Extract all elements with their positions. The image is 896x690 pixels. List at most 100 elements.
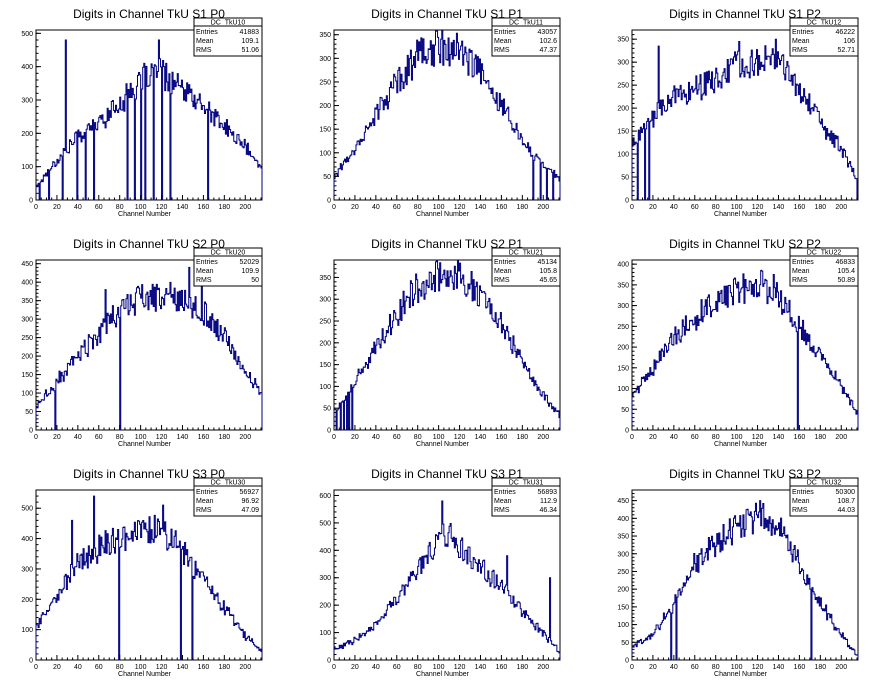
stats-value-mean: 112.9 <box>540 498 557 505</box>
y-tick-label: 50 <box>621 175 629 182</box>
stats-label-rms: RMS <box>196 277 212 284</box>
x-tick-label: 120 <box>454 434 466 441</box>
stats-value-rms: 50.89 <box>837 277 855 284</box>
x-tick-label: 180 <box>814 434 826 441</box>
x-tick-label: 80 <box>116 434 124 441</box>
x-tick-label: 200 <box>239 664 251 671</box>
x-tick-label: 100 <box>433 434 445 441</box>
x-tick-label: 180 <box>516 434 528 441</box>
stats-value-rms: 46.34 <box>539 507 557 514</box>
x-axis-label: Channel Number <box>118 441 172 448</box>
x-tick-label: 200 <box>835 664 847 671</box>
stats-value-rms: 50 <box>251 277 259 284</box>
y-tick-label: 250 <box>617 569 629 576</box>
x-tick-label: 80 <box>414 204 422 211</box>
y-tick-label: 100 <box>617 152 629 159</box>
y-tick-label: 50 <box>323 406 331 413</box>
y-tick-label: 350 <box>617 37 629 44</box>
y-tick-label: 100 <box>617 386 629 393</box>
x-tick-label: 200 <box>537 204 549 211</box>
histogram-line <box>631 38 858 201</box>
stats-label-mean: Mean <box>494 268 512 275</box>
x-tick-label: 80 <box>414 664 422 671</box>
y-tick-label: 250 <box>617 324 629 331</box>
x-tick-label: 40 <box>372 664 380 671</box>
x-tick-label: 120 <box>752 664 764 671</box>
y-tick-label: 200 <box>21 354 33 361</box>
x-tick-label: 120 <box>752 434 764 441</box>
x-tick-label: 100 <box>731 664 743 671</box>
stats-value-rms: 52.71 <box>837 47 855 54</box>
x-tick-label: 120 <box>156 204 168 211</box>
x-tick-label: 20 <box>351 204 359 211</box>
stats-label-rms: RMS <box>196 47 212 54</box>
stats-value-rms: 47.37 <box>539 47 557 54</box>
stats-label-rms: RMS <box>792 47 808 54</box>
y-tick-label: 100 <box>21 391 33 398</box>
x-tick-label: 160 <box>496 664 508 671</box>
chart-title: Digits in Channel TkU S1 P0 <box>73 7 225 21</box>
x-tick-label: 0 <box>630 204 634 211</box>
y-tick-label: 600 <box>319 493 331 500</box>
x-tick-label: 140 <box>177 664 189 671</box>
y-tick-label: 250 <box>319 319 331 326</box>
x-tick-label: 80 <box>712 434 720 441</box>
y-tick-label: 300 <box>617 303 629 310</box>
y-tick-label: 350 <box>617 534 629 541</box>
stats-box <box>193 247 263 287</box>
x-tick-label: 60 <box>691 204 699 211</box>
y-tick-label: 500 <box>21 31 33 38</box>
stats-name: DC_TkU30 <box>211 480 246 487</box>
x-tick-label: 0 <box>630 664 634 671</box>
x-tick-label: 100 <box>731 204 743 211</box>
x-tick-label: 40 <box>74 664 82 671</box>
stats-box <box>491 247 561 287</box>
stats-value-mean: 102.6 <box>539 38 557 45</box>
y-tick-label: 100 <box>319 630 331 637</box>
x-tick-label: 80 <box>414 434 422 441</box>
x-tick-label: 60 <box>95 204 103 211</box>
x-tick-label: 200 <box>835 434 847 441</box>
x-tick-label: 20 <box>649 664 657 671</box>
x-tick-label: 60 <box>95 664 103 671</box>
x-axis-label: Channel Number <box>714 671 768 678</box>
histogram-panel: Digits in Channel TkU S3 P2 0 20 40 60 80 100 1… <box>617 467 859 678</box>
x-tick-label: 180 <box>516 664 528 671</box>
x-tick-label: 0 <box>34 664 38 671</box>
stats-label-entries: Entries <box>792 29 814 36</box>
stats-label-entries: Entries <box>792 489 814 496</box>
y-tick-label: 250 <box>21 335 33 342</box>
x-tick-label: 60 <box>393 204 401 211</box>
x-tick-label: 60 <box>95 434 103 441</box>
y-tick-label: 400 <box>21 64 33 71</box>
x-tick-label: 40 <box>670 664 678 671</box>
histogram-line <box>631 500 859 661</box>
y-tick-label: 0 <box>327 658 331 665</box>
stats-label-mean: Mean <box>196 268 214 275</box>
y-tick-label: 300 <box>21 317 33 324</box>
x-tick-label: 160 <box>794 204 806 211</box>
stats-box <box>491 17 561 57</box>
x-tick-label: 200 <box>537 664 549 671</box>
chart-title: Digits in Channel TkU S2 P1 <box>371 237 523 251</box>
stats-value-rms: 47.09 <box>241 507 259 514</box>
x-tick-label: 180 <box>814 664 826 671</box>
y-tick-label: 500 <box>21 506 33 513</box>
stats-name: DC_TkU12 <box>807 20 842 27</box>
x-tick-label: 180 <box>218 664 230 671</box>
plot-frame <box>631 259 859 431</box>
y-tick-label: 200 <box>617 106 629 113</box>
chart-title: Digits in Channel TkU S2 P2 <box>669 237 821 251</box>
stats-label-entries: Entries <box>494 29 516 36</box>
x-tick-label: 40 <box>74 434 82 441</box>
x-tick-label: 200 <box>537 434 549 441</box>
y-tick-label: 0 <box>29 428 33 435</box>
chart-title: Digits in Channel TkU S1 P1 <box>371 7 523 21</box>
stats-name: DC_TkU31 <box>509 480 544 487</box>
stats-value-rms: 45.65 <box>539 277 557 284</box>
stats-value-entries: 56927 <box>240 489 260 496</box>
x-tick-label: 80 <box>116 664 124 671</box>
y-tick-label: 150 <box>617 129 629 136</box>
x-tick-label: 100 <box>433 204 445 211</box>
